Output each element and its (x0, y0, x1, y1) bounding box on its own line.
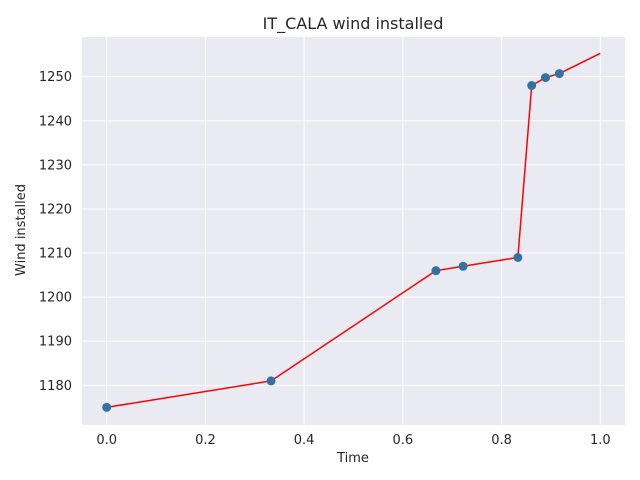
y-tick-label: 1180 (39, 379, 72, 394)
y-tick-label: 1200 (39, 291, 72, 306)
data-point (458, 261, 468, 271)
y-tick-label: 1250 (39, 70, 72, 85)
data-point (102, 402, 112, 412)
y-tick-label: 1220 (39, 202, 72, 217)
scatter-series (102, 69, 564, 412)
data-point (527, 81, 537, 90)
data-point (266, 376, 276, 386)
data-point (513, 252, 523, 262)
data-point (431, 266, 441, 276)
y-tick-label: 1240 (39, 114, 72, 129)
data-point (554, 69, 564, 79)
x-tick-label: 0.8 (491, 433, 512, 448)
x-tick-label: 0.2 (195, 433, 216, 448)
x-tick-label: 0.0 (96, 433, 117, 448)
x-axis-ticks: 0.0 0.2 0.4 0.6 0.8 1.0 (96, 433, 610, 448)
x-tick-label: 0.6 (393, 433, 414, 448)
x-axis-label: Time (336, 451, 369, 466)
y-axis-label: Wind installed (14, 184, 29, 276)
grid (82, 37, 625, 425)
chart-title: IT_CALA wind installed (263, 14, 444, 34)
y-tick-label: 1190 (39, 335, 72, 350)
data-point (541, 73, 551, 83)
plot-area (82, 37, 625, 425)
y-tick-label: 1210 (39, 247, 72, 262)
x-tick-label: 0.4 (294, 433, 315, 448)
x-tick-label: 1.0 (590, 433, 611, 448)
y-tick-label: 1230 (39, 158, 72, 173)
y-axis-ticks: 1180 1190 1200 1210 1220 1230 1240 1250 (39, 70, 72, 394)
